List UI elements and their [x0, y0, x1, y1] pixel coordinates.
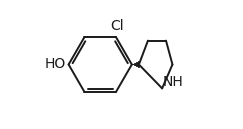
- Text: Cl: Cl: [110, 19, 123, 33]
- Text: HO: HO: [45, 58, 66, 71]
- Text: NH: NH: [163, 75, 183, 90]
